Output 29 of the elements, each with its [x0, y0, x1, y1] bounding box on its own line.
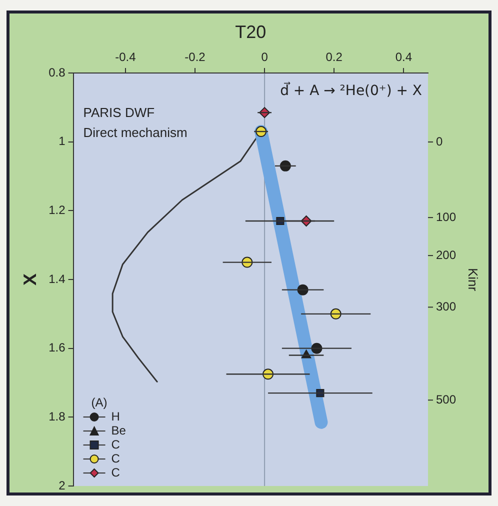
- y-tick-label: 1: [58, 134, 66, 148]
- legend-label: Be: [111, 423, 126, 438]
- y-tick-label: 0.8: [48, 65, 66, 80]
- text: 0: [436, 134, 443, 148]
- legend-label: H: [111, 409, 120, 424]
- x-tick-label: 0.4: [395, 50, 412, 64]
- y-axis-title: X: [20, 273, 40, 286]
- annotation: d⃗ + A → ²He(0⁺) + X: [280, 81, 422, 99]
- text: 200: [436, 248, 456, 262]
- annotation: PARIS DWF: [83, 105, 155, 120]
- text: 100: [436, 210, 456, 224]
- text: Kinr: [465, 268, 480, 292]
- legend-title: (A): [91, 395, 108, 410]
- x-tick-label: -0.4: [115, 50, 136, 64]
- x-tick-label: 0: [261, 50, 268, 64]
- legend-label: C: [111, 465, 120, 480]
- y-tick-label: 1.8: [48, 409, 66, 424]
- y-tick-label: 1.4: [48, 272, 66, 286]
- x-tick-label: -0.2: [184, 50, 206, 64]
- y-tick-label: 1.6: [48, 340, 66, 355]
- legend-label: C: [111, 451, 120, 466]
- x-tick-label: 0.2: [326, 50, 343, 64]
- y-tick-label: 2: [58, 478, 66, 492]
- legend-label: C: [111, 437, 120, 452]
- annotation: Direct mechanism: [83, 125, 188, 140]
- x-axis-title: T20: [235, 22, 266, 42]
- text: 500: [436, 392, 456, 406]
- y-tick-label: 1.2: [48, 202, 66, 217]
- text: 300: [436, 299, 456, 314]
